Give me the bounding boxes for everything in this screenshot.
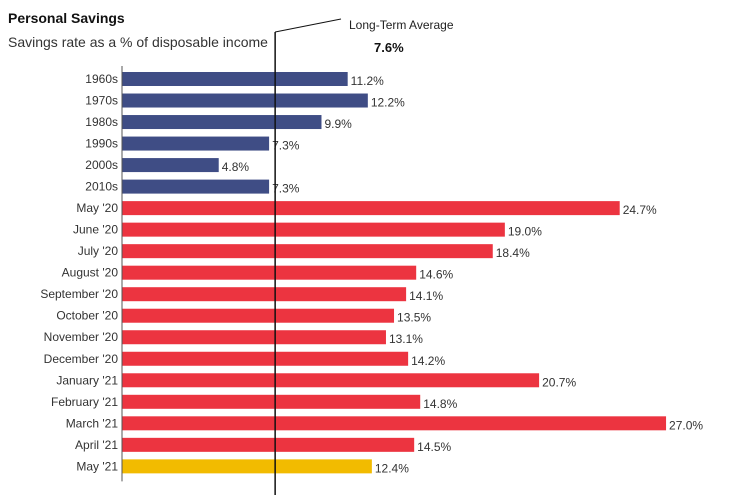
category-label: 2000s	[85, 158, 118, 172]
average-leader-line	[275, 18, 342, 33]
category-label: July '20	[78, 244, 119, 258]
value-label: 14.1%	[409, 289, 443, 303]
bar	[122, 222, 505, 237]
value-label: 13.1%	[389, 332, 423, 346]
value-label: 9.9%	[324, 117, 352, 131]
category-label: 2010s	[85, 180, 118, 194]
bar	[122, 459, 372, 474]
value-label: 14.8%	[423, 397, 457, 411]
value-label: 4.8%	[222, 160, 250, 174]
bar	[122, 394, 421, 409]
bar	[122, 287, 407, 302]
bar	[122, 330, 386, 345]
bar	[122, 308, 395, 323]
value-label: 12.4%	[375, 461, 409, 475]
value-label: 7.3%	[272, 182, 300, 196]
category-label: May '21	[76, 459, 118, 473]
value-label: 14.6%	[419, 268, 453, 282]
category-label: April '21	[75, 438, 118, 452]
value-label: 24.7%	[623, 203, 657, 217]
value-label: 11.2%	[351, 74, 384, 88]
value-label: 7.3%	[272, 139, 300, 153]
bar	[122, 93, 368, 108]
bar	[122, 244, 493, 259]
long-term-average-label: Long-Term Average	[349, 18, 454, 32]
category-label: February '21	[51, 395, 118, 409]
value-label: 20.7%	[542, 375, 576, 389]
value-label: 19.0%	[508, 225, 542, 239]
category-label: 1990s	[85, 137, 118, 151]
chart-subtitle: Savings rate as a % of disposable income	[8, 34, 268, 50]
long-term-average-value: 7.6%	[374, 40, 404, 55]
bar	[122, 158, 219, 173]
bar	[122, 373, 540, 388]
category-label: 1970s	[85, 94, 118, 108]
value-label: 18.4%	[496, 246, 530, 260]
category-label: September '20	[40, 287, 118, 301]
category-label: November '20	[44, 330, 119, 344]
bar	[122, 265, 417, 280]
category-label: 1980s	[85, 115, 118, 129]
value-label: 14.2%	[411, 354, 445, 368]
value-label: 13.5%	[397, 311, 431, 325]
category-label: June '20	[73, 223, 118, 237]
bar	[122, 437, 415, 452]
bar	[122, 201, 620, 216]
category-label: 1960s	[85, 72, 118, 86]
value-label: 12.2%	[371, 96, 405, 110]
category-label: August '20	[62, 266, 119, 280]
bar	[122, 351, 409, 366]
bar	[122, 115, 322, 130]
category-label: October '20	[56, 309, 118, 323]
category-label: December '20	[44, 352, 119, 366]
bar	[122, 136, 270, 151]
chart-title: Personal Savings	[8, 10, 125, 26]
bar	[122, 179, 270, 194]
category-label: March '21	[66, 416, 119, 430]
category-label: May '20	[76, 201, 118, 215]
category-label: January '21	[56, 373, 118, 387]
bar	[122, 72, 348, 86]
value-label: 27.0%	[669, 418, 703, 432]
value-label: 14.5%	[417, 440, 451, 454]
bar	[122, 416, 667, 431]
